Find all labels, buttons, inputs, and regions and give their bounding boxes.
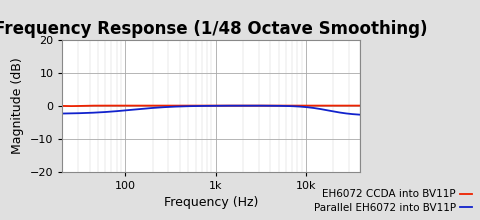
Title: Frequency Response (1/48 Octave Smoothing): Frequency Response (1/48 Octave Smoothin… [0,20,428,38]
Parallel EH6072 into BV11P [247,104,252,107]
EH6072 CCDA into BV11P [351,104,357,107]
EH6072 CCDA into BV11P [60,104,65,107]
EH6072 CCDA into BV11P [174,104,180,107]
Parallel EH6072 into BV11P [319,108,325,111]
Y-axis label: Magnitude (dB): Magnitude (dB) [12,57,24,154]
Parallel EH6072 into BV11P [357,113,363,116]
X-axis label: Frequency (Hz): Frequency (Hz) [164,196,258,209]
EH6072 CCDA into BV11P [357,104,363,107]
EH6072 CCDA into BV11P [68,105,74,107]
Parallel EH6072 into BV11P [60,112,65,115]
EH6072 CCDA into BV11P [319,104,325,107]
Parallel EH6072 into BV11P [351,113,357,116]
EH6072 CCDA into BV11P [111,104,117,107]
Parallel EH6072 into BV11P [94,111,99,114]
Line: Parallel EH6072 into BV11P: Parallel EH6072 into BV11P [62,106,360,115]
EH6072 CCDA into BV11P [94,104,99,107]
Parallel EH6072 into BV11P [111,110,117,113]
EH6072 CCDA into BV11P [187,104,192,107]
Parallel EH6072 into BV11P [174,105,180,108]
Legend: EH6072 CCDA into BV11P, Parallel EH6072 into BV11P: EH6072 CCDA into BV11P, Parallel EH6072 … [313,189,472,213]
Parallel EH6072 into BV11P [187,105,192,108]
